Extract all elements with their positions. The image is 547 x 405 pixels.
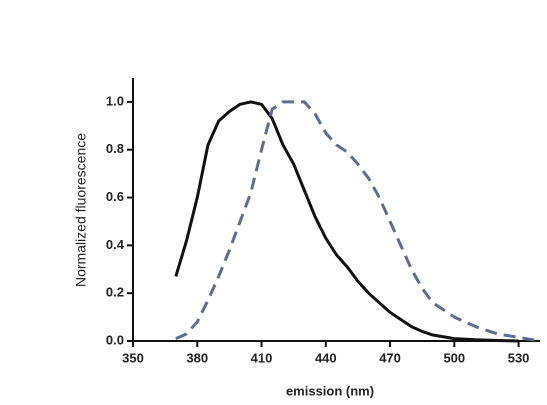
y-tick-label: 0.0	[106, 332, 124, 347]
y-tick-label: 0.8	[106, 141, 124, 156]
series-line	[175, 100, 541, 343]
x-tick-label: 470	[379, 350, 401, 365]
series-line	[174, 100, 519, 343]
x-tick-label: 410	[251, 350, 273, 365]
y-axis-label: Normalized fluorescence	[73, 133, 89, 287]
y-tick-label: 0.2	[106, 285, 124, 300]
x-axis-label: emission (nm)	[286, 383, 374, 398]
x-tick-label: 440	[315, 350, 337, 365]
y-tick-label: 0.4	[106, 237, 125, 252]
y-tick-label: 1.0	[106, 93, 124, 108]
x-tick-label: 350	[122, 350, 144, 365]
x-tick-label: 380	[186, 350, 208, 365]
x-tick-label: 500	[443, 350, 465, 365]
y-tick-label: 0.6	[106, 189, 124, 204]
x-tick-label: 530	[508, 350, 530, 365]
